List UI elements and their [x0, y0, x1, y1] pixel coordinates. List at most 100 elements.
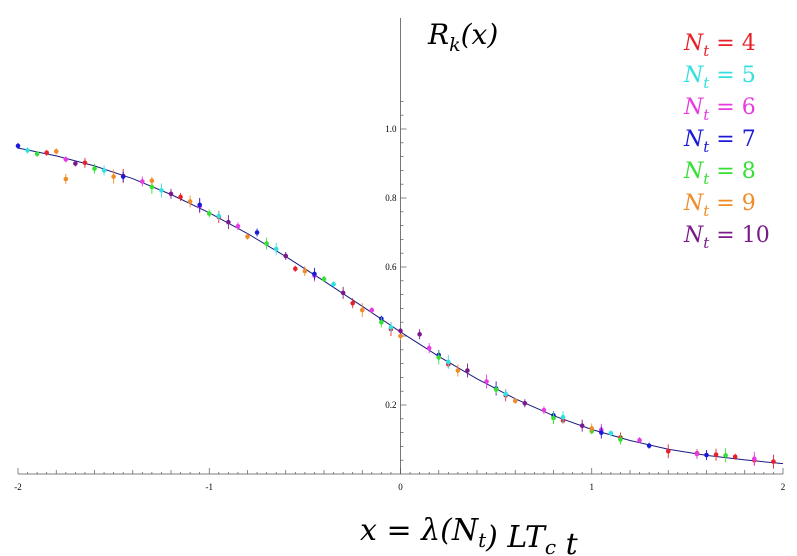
data-point	[63, 157, 69, 162]
data-point	[168, 191, 174, 197]
data-point	[618, 437, 623, 442]
data-point	[398, 333, 403, 339]
data-point	[379, 319, 384, 325]
data-point	[34, 151, 40, 157]
data-point	[101, 168, 107, 173]
x-tick-label: -1	[206, 482, 214, 492]
data-point	[493, 387, 499, 392]
y-axis-label: Rk(x)	[427, 18, 498, 56]
data-point	[293, 266, 298, 272]
legend-entry: Nt = 6	[683, 95, 756, 124]
x-axis-label: x = λ(Nt) LTc t	[360, 513, 579, 556]
data-point	[665, 448, 671, 454]
data-point	[446, 359, 451, 365]
data-point	[312, 271, 317, 277]
x-tick-label: -2	[14, 482, 22, 492]
legend-entry: Nt = 9	[683, 191, 756, 220]
data-point	[92, 166, 97, 171]
data-point	[350, 300, 355, 306]
y-tick-label: 0.8	[385, 193, 397, 203]
x-tick-label: 2	[781, 482, 786, 492]
data-point	[15, 143, 21, 149]
data-point	[44, 150, 49, 156]
data-point	[417, 331, 422, 337]
data-point	[321, 276, 327, 282]
data-point	[752, 456, 757, 462]
data-point	[608, 430, 614, 436]
series	[25, 147, 614, 437]
axes	[18, 18, 783, 475]
data-point	[436, 355, 442, 360]
axis-tick-labels: -2 -1 0 1 2 0.2 0.6 0.8 1.0	[14, 124, 785, 492]
data-point	[245, 234, 250, 239]
data-point	[579, 423, 585, 429]
data-point	[53, 149, 59, 154]
data-point	[388, 325, 394, 330]
data-point	[426, 345, 432, 351]
data-point	[216, 213, 222, 219]
data-point	[206, 211, 212, 216]
data-point	[369, 307, 375, 313]
series	[44, 149, 776, 469]
x-tick-label: 0	[398, 482, 403, 492]
data-point	[283, 253, 289, 259]
data-point	[694, 451, 700, 457]
series	[15, 142, 709, 461]
y-tick-label: 0.6	[385, 262, 397, 272]
legend-entry: Nt = 8	[683, 159, 756, 188]
data-point	[25, 148, 30, 153]
legend-entry: Nt = 7	[683, 127, 756, 156]
data-point	[63, 176, 69, 182]
data-point	[465, 368, 470, 373]
data-point	[187, 199, 193, 204]
data-point	[197, 202, 202, 208]
legend-entry: Nt = 4	[683, 31, 756, 60]
data-point	[111, 174, 116, 179]
data-point	[512, 398, 518, 404]
data-point	[254, 230, 260, 235]
legend: Nt = 4 Nt = 5 Nt = 6 Nt = 7 Nt = 8 Nt = 9 Nt =…	[683, 31, 770, 252]
data-point	[140, 179, 145, 184]
series	[34, 150, 728, 463]
series	[63, 156, 757, 466]
series	[73, 160, 585, 432]
data-point	[120, 174, 126, 179]
data-point	[340, 290, 346, 296]
data-point	[149, 184, 155, 190]
data-point	[484, 379, 489, 384]
data-point	[264, 241, 269, 246]
data-point	[398, 328, 403, 334]
y-tick-label: 1.0	[385, 124, 397, 134]
data-point	[302, 268, 308, 274]
data-point	[503, 391, 508, 397]
data-points	[15, 142, 776, 469]
data-point	[522, 400, 528, 406]
data-point	[178, 194, 183, 200]
data-point	[560, 414, 566, 420]
data-point	[235, 223, 241, 229]
data-point	[541, 407, 547, 413]
data-point	[704, 452, 709, 458]
data-point	[551, 415, 556, 421]
data-point	[159, 188, 164, 193]
x-tick-label: 1	[590, 482, 595, 492]
data-point	[589, 426, 595, 431]
data-point	[771, 459, 776, 464]
data-point	[599, 430, 604, 435]
data-point	[82, 160, 88, 166]
data-point	[149, 178, 155, 184]
data-point	[226, 219, 231, 225]
data-point	[732, 454, 738, 460]
data-point	[723, 453, 728, 458]
data-point	[646, 443, 652, 449]
data-point	[713, 452, 719, 457]
data-point	[455, 368, 461, 373]
data-point	[637, 437, 642, 443]
series	[53, 148, 595, 434]
legend-entry: Nt = 5	[683, 63, 756, 92]
data-point	[359, 307, 365, 313]
data-point	[273, 246, 279, 252]
data-point	[73, 161, 78, 166]
y-tick-label: 0.2	[385, 400, 396, 410]
